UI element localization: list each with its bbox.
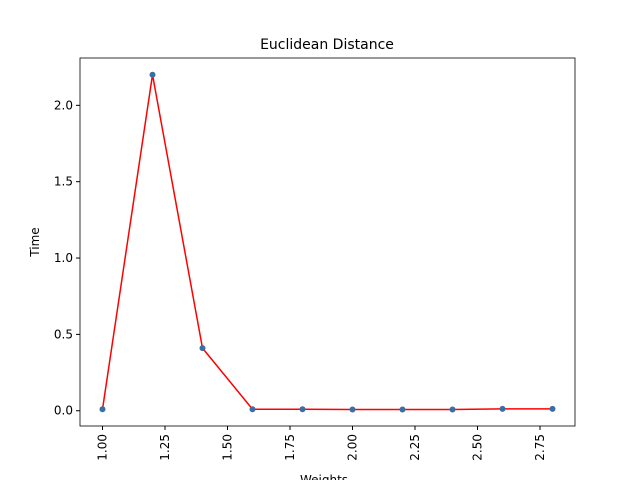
point [249,406,256,413]
point [99,406,106,413]
x-tick-label: 1.50 [221,434,235,461]
point [299,406,306,413]
x-tick-label: 2.75 [533,434,547,461]
point [549,405,556,412]
point [349,406,356,413]
y-tick-label: 1.5 [54,175,73,189]
y-axis-label: Time [28,227,42,257]
plot-frame [79,57,576,427]
y-tick-label: 1.0 [54,251,73,265]
point [149,71,156,78]
x-tick-label: 1.25 [158,434,172,461]
x-tick-label: 2.00 [346,434,360,461]
point [199,345,206,352]
chart-title: Euclidean Distance [260,37,394,53]
y-tick-label: 0.5 [54,327,73,341]
x-axis-label: Weights [300,473,348,480]
point [449,406,456,413]
x-tick-label: 2.50 [471,434,485,461]
y-tick-label: 0.0 [54,404,73,418]
x-tick-label: 1.00 [96,434,110,461]
line [101,74,553,411]
point [399,406,406,413]
point [499,405,506,412]
y-tick-label: 2.0 [54,98,73,112]
x-tick-label: 2.25 [408,434,422,461]
x-tick-label: 1.75 [283,434,297,461]
